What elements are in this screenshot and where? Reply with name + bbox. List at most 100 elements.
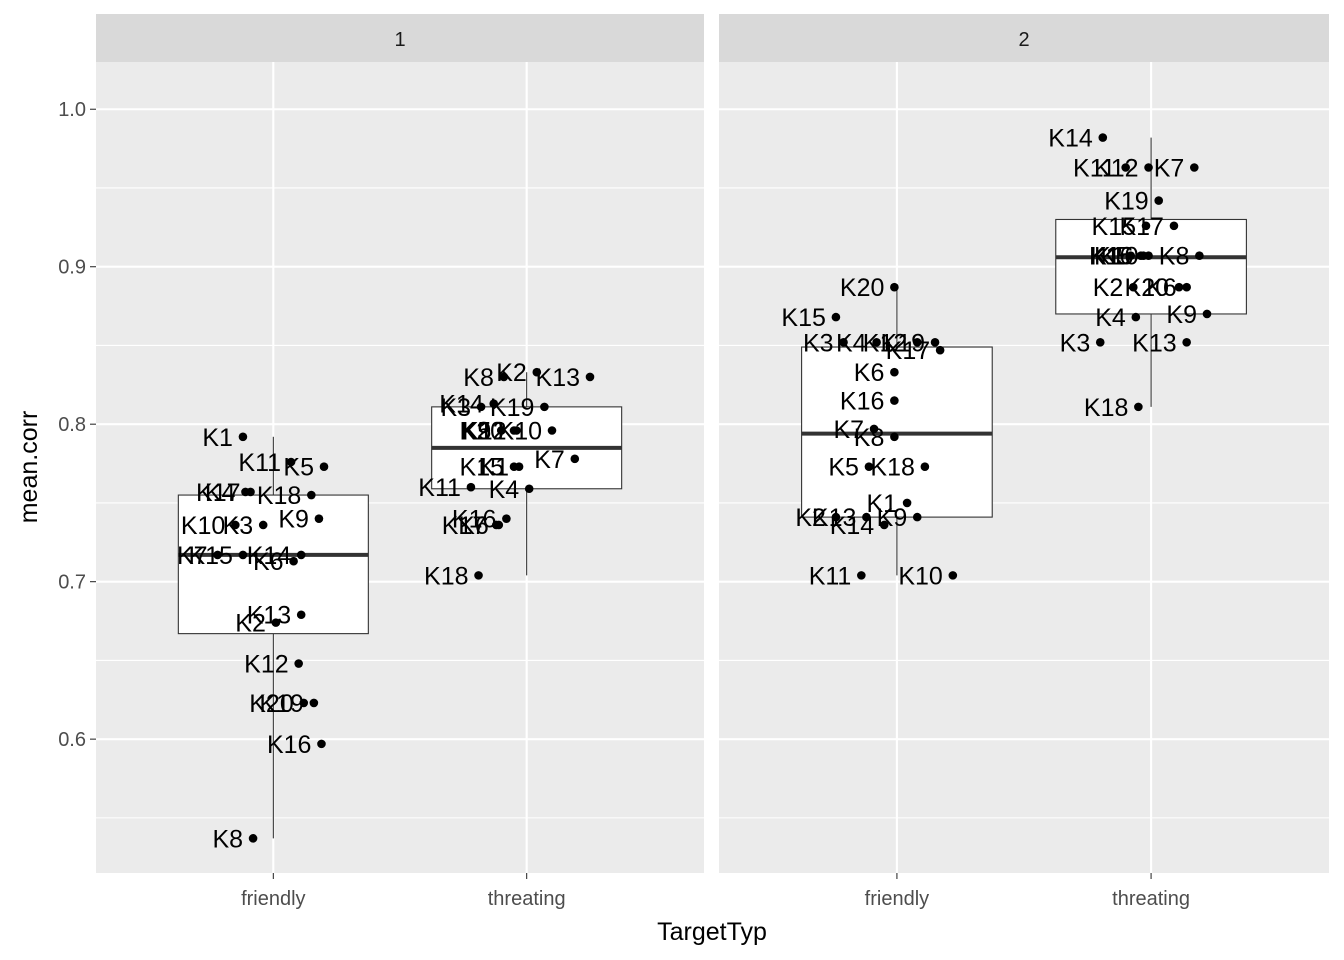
data-label-K12: K12 — [244, 651, 288, 679]
data-point-K14 — [879, 520, 889, 530]
data-point-K16 — [890, 396, 899, 405]
data-point-K10 — [948, 571, 958, 580]
data-point-K6 — [890, 367, 899, 377]
data-label-K17: K17 — [1119, 213, 1163, 241]
data-point-K15 — [238, 550, 248, 560]
data-label-K6: K6 — [458, 512, 489, 540]
data-point-K9 — [314, 514, 324, 523]
data-point-K4 — [524, 484, 534, 494]
data-label-K6: K6 — [1146, 274, 1177, 302]
data-label-K10: K10 — [898, 562, 942, 590]
data-label-K19: K19 — [881, 329, 925, 357]
data-label-K7: K7 — [534, 446, 565, 474]
data-point-K13 — [296, 610, 306, 620]
data-label-K18: K18 — [1084, 394, 1128, 422]
data-label-K20: K20 — [1125, 274, 1169, 302]
data-point-K13 — [862, 512, 871, 522]
data-label-K4: K4 — [489, 476, 520, 504]
data-point-K12 — [912, 338, 922, 347]
data-label-K19: K19 — [490, 394, 534, 422]
data-label-K12: K12 — [863, 329, 907, 357]
data-point-K11 — [286, 457, 296, 467]
data-label-K13: K13 — [247, 602, 291, 630]
facet-strip — [96, 14, 704, 62]
y-tick-label: 0.9 — [58, 257, 86, 279]
data-label-K1: K1 — [866, 490, 897, 518]
data-label-K8: K8 — [1159, 243, 1190, 271]
data-point-K3 — [1095, 338, 1105, 347]
data-label-K9: K9 — [278, 506, 309, 534]
data-point-K13 — [585, 372, 595, 382]
data-label-K7: K7 — [1154, 155, 1185, 183]
data-point-K12 — [294, 659, 303, 668]
data-point-K12 — [1144, 163, 1153, 172]
data-point-K5 — [319, 462, 329, 472]
data-label-K5: K5 — [828, 454, 859, 482]
data-label-K5: K5 — [283, 454, 314, 482]
data-label-K14: K14 — [439, 391, 484, 419]
data-point-K19 — [930, 338, 940, 347]
axes-layer: friendly threating friendly threating 0.6 0.7… — [58, 99, 1190, 910]
x-tick-label: friendly — [241, 888, 305, 910]
x-tick-label: friendly — [865, 888, 929, 910]
data-point-K11 — [1121, 163, 1130, 172]
data-label-K2: K2 — [496, 359, 527, 387]
data-point-K3 — [258, 520, 268, 530]
data-label-K1: K1 — [1090, 243, 1121, 271]
data-label-K16: K16 — [1089, 243, 1133, 271]
data-point-K1 — [902, 498, 912, 508]
data-label-K7: K7 — [833, 416, 864, 444]
facet-strip — [719, 14, 1329, 62]
data-label-K8: K8 — [212, 825, 243, 853]
data-label-K3: K3 — [1060, 329, 1091, 357]
y-tick-label: 1.0 — [58, 99, 86, 121]
data-point-K1 — [1126, 251, 1136, 260]
data-point-K2 — [271, 618, 281, 627]
data-label-K17: K17 — [886, 337, 930, 365]
data-label-K4: K4 — [205, 479, 236, 507]
data-point-K8 — [890, 432, 899, 442]
data-point-K8 — [499, 372, 509, 382]
data-label-K12: K12 — [1094, 155, 1138, 183]
data-label-K13: K13 — [536, 364, 580, 392]
data-point-K2 — [831, 512, 841, 522]
data-label-K20: K20 — [840, 274, 884, 302]
facet-panel-1: 1 K1 K2 K3 K4 K5 K6 K7 K8 K9 K10 K11 K12 K13 K14 K15 K16… — [96, 14, 704, 873]
data-point-K17 — [491, 520, 501, 530]
data-point-K5 — [864, 462, 874, 472]
data-point-K2 — [1128, 282, 1138, 292]
data-point-K16 — [317, 739, 326, 749]
box-iqr — [1055, 218, 1247, 315]
data-label-K14: K14 — [247, 542, 292, 570]
data-point-K6 — [289, 556, 298, 566]
data-point-K19 — [1154, 196, 1164, 205]
data-label-K18: K18 — [424, 562, 468, 590]
data-point-K8 — [248, 834, 258, 843]
data-point-K20 — [890, 282, 899, 292]
data-point-K17 — [935, 345, 945, 355]
data-point-K18 — [1134, 402, 1143, 412]
data-label-K2: K2 — [235, 610, 266, 638]
x-tick-label: threating — [1112, 888, 1190, 910]
data-point-K4 — [872, 338, 881, 347]
data-label-K7: K7 — [177, 542, 208, 570]
data-label-K6: K6 — [253, 548, 284, 576]
data-label-K11: K11 — [1073, 155, 1116, 183]
data-point-K7 — [1189, 163, 1199, 172]
data-point-K9 — [497, 426, 506, 435]
data-label-K17: K17 — [442, 512, 486, 540]
data-label-K10: K10 — [181, 512, 225, 540]
data-label-K8: K8 — [463, 364, 494, 392]
data-point-K18 — [307, 490, 316, 500]
data-label-K11: K11 — [809, 562, 852, 590]
data-point-K11 — [857, 571, 866, 580]
data-point-K4 — [1131, 312, 1141, 322]
data-point-K6 — [1182, 282, 1191, 292]
y-axis-title: mean.corr — [15, 411, 43, 524]
data-label-K2: K2 — [1093, 274, 1124, 302]
data-point-K20 — [509, 426, 519, 435]
data-label-K15: K15 — [460, 454, 504, 482]
data-point-K19 — [309, 698, 319, 708]
data-point-K3 — [839, 338, 848, 347]
x-axis-title: TargetTyp — [657, 918, 767, 946]
